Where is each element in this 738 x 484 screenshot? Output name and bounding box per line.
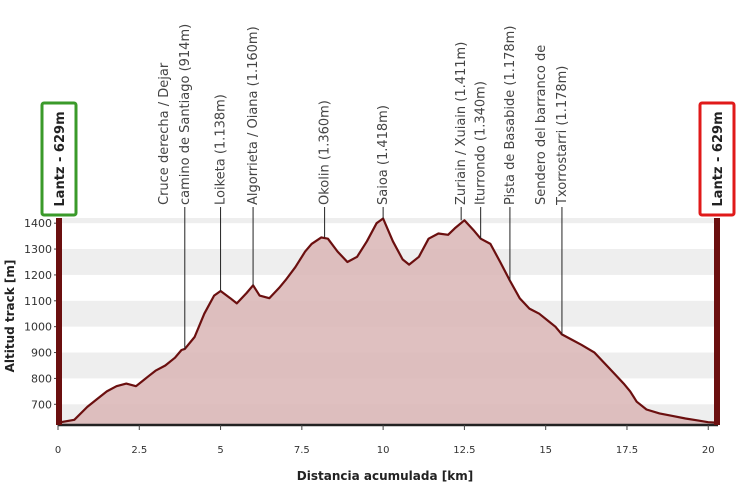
waypoint-label: Iturrondo (1.340m) <box>474 81 489 205</box>
waypoint-label: Saioa (1.418m) <box>376 105 391 205</box>
x-tick-label: 7.5 <box>294 445 310 456</box>
y-tick-label: 900 <box>31 347 52 360</box>
waypoint-annotation: Sendero del barranco de Txorrostarri (1.1… <box>534 45 570 335</box>
start-marker: Lantz - 629m <box>40 101 78 425</box>
waypoint-label: Okolin (1.360m) <box>318 100 333 205</box>
start-marker-pole <box>56 218 62 425</box>
waypoint-label: Pista de Basabide (1.178m) <box>503 26 518 205</box>
waypoint-label: camino de Santiago (914m) <box>178 24 193 205</box>
waypoint-annotation: Pista de Basabide (1.178m) <box>503 26 518 281</box>
x-tick-labels: 0 2.5 5 7.5 10 12.5 15 17.5 20 <box>55 425 715 456</box>
x-tick-label: 0 <box>55 445 61 456</box>
grid-band <box>58 218 718 224</box>
elevation-line <box>57 217 719 424</box>
y-tick-label: 1400 <box>24 217 52 230</box>
waypoint-label: Txorrostarri (1.178m) <box>555 66 570 206</box>
x-tick-label: 10 <box>377 445 390 456</box>
waypoint-annotation: Cruce derecha / Dejar camino de Santiago … <box>157 24 193 349</box>
y-tick-label: 1100 <box>24 295 52 308</box>
waypoint-annotations: Cruce derecha / Dejar camino de Santiago … <box>157 24 570 349</box>
waypoint-label: Sendero del barranco de <box>534 45 549 205</box>
y-tick-label: 1300 <box>24 243 52 256</box>
waypoint-label: Algorrieta / Oiana (1.160m) <box>246 26 261 205</box>
y-tick-label: 800 <box>31 372 52 385</box>
x-tick-label: 5 <box>217 445 223 456</box>
y-tick-label: 700 <box>31 398 52 411</box>
endpoint-markers: Lantz - 629m Lantz - 629m <box>40 101 736 425</box>
start-marker-box <box>40 101 78 217</box>
start-marker-label: Lantz - 629m <box>53 111 68 206</box>
waypoint-annotation: Saioa (1.418m) <box>376 105 391 219</box>
x-tick-label: 15 <box>539 445 552 456</box>
end-marker-pole <box>714 218 720 425</box>
waypoint-annotation: Okolin (1.360m) <box>318 100 333 238</box>
y-tick-labels: 700 800 900 1000 1100 1200 1300 1400 <box>24 217 58 411</box>
end-marker-label: Lantz - 629m <box>711 111 726 206</box>
waypoint-label: Zuriain / Xuiain (1.411m) <box>454 42 469 205</box>
waypoint-annotation: Algorrieta / Oiana (1.160m) <box>246 26 261 286</box>
y-axis-label: Altitud track [m] <box>3 260 17 373</box>
waypoint-label: Cruce derecha / Dejar <box>157 62 172 205</box>
y-tick-label: 1000 <box>24 321 52 334</box>
end-marker: Lantz - 629m <box>698 101 736 425</box>
waypoint-annotation: Loiketa (1.138m) <box>214 94 229 291</box>
x-tick-label: 2.5 <box>131 445 147 456</box>
elevation-area <box>58 218 718 425</box>
x-tick-label: 17.5 <box>616 445 638 456</box>
elevation-area-layer <box>57 217 719 425</box>
end-marker-box <box>698 101 736 217</box>
waypoint-annotation: Iturrondo (1.340m) <box>474 81 489 239</box>
waypoint-label: Loiketa (1.138m) <box>214 94 229 205</box>
x-tick-label: 20 <box>702 445 715 456</box>
waypoint-annotation: Zuriain / Xuiain (1.411m) <box>454 42 469 221</box>
y-tick-label: 1200 <box>24 269 52 282</box>
x-axis-label: Distancia acumulada [km] <box>297 469 473 483</box>
x-tick-label: 12.5 <box>453 445 475 456</box>
